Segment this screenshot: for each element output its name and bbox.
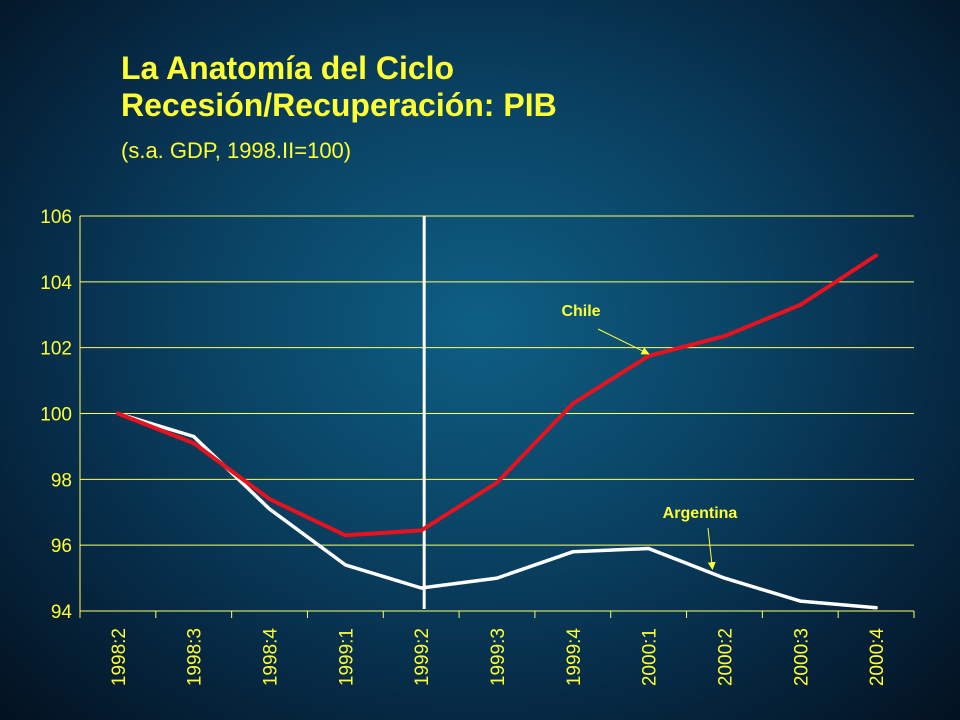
annotation-arrow-chile (597, 328, 650, 355)
x-tick-label: 1999:1 (336, 628, 357, 686)
y-tick-label: 98 (51, 470, 72, 491)
chart-subtitle: (s.a. GDP, 1998.II=100) (121, 138, 352, 163)
y-tick-label: 106 (40, 207, 72, 228)
grid-layer (80, 215, 914, 612)
series-layer (115, 216, 879, 610)
y-tick-label: 96 (51, 536, 72, 557)
x-tick-label: 1998:4 (261, 628, 282, 687)
x-tick-label: 2000:2 (715, 628, 736, 686)
y-tick-label: 94 (51, 602, 73, 623)
title-line-2: Recesión/Recuperación: PIB (121, 87, 557, 123)
series-line-argentina (116, 411, 878, 610)
x-tick-label: 1999:2 (412, 628, 433, 686)
title-line-1: La Anatomía del Ciclo (121, 50, 455, 86)
x-tick-label: 2000:4 (867, 628, 888, 687)
annotation-argentina: Argentina (663, 505, 738, 522)
label-layer: 94 96 98 100 102 104 106 1998:2 1998:3 1998:4 1999… (40, 207, 888, 686)
annotation-arrow-argentina (707, 527, 716, 571)
chart-title: La Anatomía del Ciclo Recesión/Recuperac… (121, 50, 557, 124)
y-tick-label: 100 (40, 405, 72, 426)
axis-layer (79, 216, 915, 618)
y-tick-label: 102 (40, 339, 72, 360)
y-tick-label: 104 (40, 273, 72, 294)
x-tick-label: 2000:3 (791, 628, 812, 686)
x-tick-label: 1998:3 (185, 628, 206, 686)
x-tick-label: 1999:3 (488, 628, 509, 686)
x-tick-label: 1998:2 (109, 628, 130, 686)
annotation-chile: Chile (561, 303, 600, 320)
x-tick-label: 1999:4 (564, 628, 585, 687)
series-line-chile (115, 253, 879, 538)
x-tick-label: 2000:1 (640, 628, 661, 686)
